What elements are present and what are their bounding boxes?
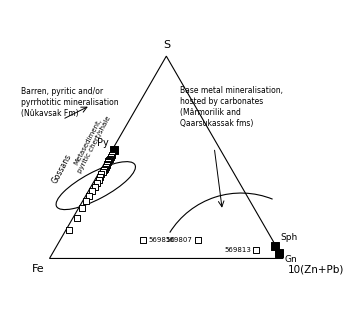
Point: [272, 244, 278, 249]
Point: [102, 166, 107, 171]
Point: [106, 157, 112, 162]
Point: [80, 206, 85, 211]
Point: [108, 155, 113, 160]
Point: [94, 181, 99, 186]
Point: [112, 148, 117, 153]
Text: Fe: Fe: [32, 264, 45, 274]
Point: [195, 238, 201, 243]
Text: 569816: 569816: [148, 237, 175, 243]
Point: [83, 199, 89, 204]
Point: [105, 161, 110, 166]
Point: [109, 153, 115, 158]
Text: Py: Py: [97, 138, 109, 148]
Point: [106, 160, 111, 165]
Point: [74, 216, 79, 221]
Point: [99, 172, 104, 177]
Text: 10(Zn+Pb): 10(Zn+Pb): [288, 264, 344, 274]
Point: [101, 168, 106, 173]
Point: [97, 175, 103, 180]
Text: Barren, pyritic and/or
pyrrhotitic mineralisation
(Nûkavsak Fm): Barren, pyritic and/or pyrrhotitic miner…: [22, 87, 119, 118]
Text: Sph: Sph: [280, 233, 297, 242]
Text: S: S: [163, 40, 170, 50]
Point: [87, 193, 92, 198]
Point: [103, 165, 109, 170]
Text: Gossans: Gossans: [51, 152, 74, 185]
Point: [104, 163, 109, 168]
Point: [96, 177, 101, 182]
Text: 569813: 569813: [224, 247, 251, 253]
Point: [276, 251, 282, 256]
Point: [67, 228, 72, 233]
Text: 569807: 569807: [166, 237, 193, 243]
Point: [100, 170, 105, 175]
Text: Metasediment,
pyritic chert/shale: Metasediment, pyritic chert/shale: [70, 112, 112, 174]
Point: [106, 159, 111, 164]
Text: Gn: Gn: [284, 255, 297, 264]
Text: Base metal mineralisation,
hosted by carbonates
(Mârmorilik and
Qaarsukassak fms: Base metal mineralisation, hosted by car…: [180, 86, 283, 128]
Point: [140, 238, 146, 243]
Point: [89, 188, 95, 193]
Point: [107, 156, 113, 161]
Point: [92, 184, 97, 189]
Point: [253, 248, 259, 253]
